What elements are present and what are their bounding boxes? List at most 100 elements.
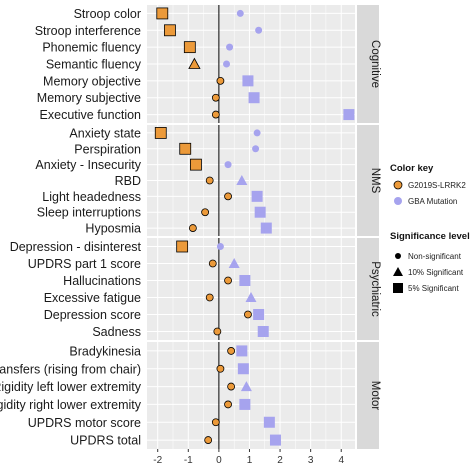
marker-gba-square	[237, 363, 249, 375]
marker-gba-square	[242, 75, 254, 87]
panels-layer: Cognitive Stroop color Stroop interference…	[0, 5, 381, 449]
row-label: UPDRS part 1 score	[28, 257, 141, 271]
marker-gba-triangle	[236, 175, 248, 185]
marker-gba-square	[251, 190, 263, 202]
marker-gba-square	[236, 345, 248, 357]
marker-g2019s-circle	[211, 93, 220, 102]
x-tick-label: 4	[338, 455, 344, 466]
row-label: Anxiety - Insecurity	[35, 158, 141, 172]
row-label: Hyposmia	[85, 222, 141, 236]
marker-gba-circle	[226, 43, 234, 51]
marker-gba-square	[343, 109, 355, 121]
marker-g2019s-circle	[208, 259, 217, 268]
marker-gba-triangle	[228, 258, 240, 268]
marker-g2019s-square	[183, 41, 196, 54]
legend-significance-label: Non-significant	[408, 252, 462, 261]
marker-gba-square	[248, 92, 260, 104]
marker-g2019s-circle	[227, 382, 236, 391]
legend-triangle-icon	[393, 267, 403, 276]
strip-background	[357, 238, 379, 340]
x-tick-label: -1	[184, 455, 193, 466]
legend-significance-label: 10% Significant	[408, 268, 464, 277]
row-label: Depression score	[44, 308, 141, 322]
marker-gba-square	[263, 416, 275, 428]
marker-g2019s-circle	[224, 192, 232, 201]
marker-g2019s-square	[190, 158, 202, 171]
panel-psychiatric: Psychiatric Depression - disinterest UPDRS…	[10, 238, 381, 340]
marker-gba-circle	[253, 129, 261, 137]
legend-swatch-gba	[394, 197, 402, 205]
row-label: Sleep interruptions	[37, 206, 141, 220]
row-label: Anxiety state	[69, 126, 141, 140]
legend-color-label: GBA Mutation	[408, 197, 457, 206]
row-label: Semantic fluency	[46, 58, 142, 72]
marker-gba-circle	[252, 145, 260, 153]
x-tick-label: -2	[153, 455, 162, 466]
marker-g2019s-circle	[227, 347, 236, 355]
marker-gba-triangle	[245, 292, 257, 302]
panel-nms: NMS Anxiety state Perspiration Anxiety - In…	[35, 125, 381, 236]
row-label: UPDRS total	[70, 434, 141, 448]
row-label: UPDRS motor score	[28, 416, 141, 430]
marker-g2019s-circle	[216, 76, 225, 85]
marker-g2019s-triangle	[188, 57, 201, 69]
marker-g2019s-square	[154, 127, 167, 139]
row-label: Light headedness	[42, 190, 141, 204]
row-label: Rigidity right lower extremity	[0, 398, 142, 412]
row-label: Sadness	[92, 325, 141, 339]
row-label: Rigidity left lower extremity	[0, 380, 142, 394]
marker-gba-square	[257, 326, 269, 337]
marker-g2019s-circle	[188, 224, 197, 232]
row-label: Transfers (rising from chair)	[0, 362, 141, 376]
strip-background	[357, 5, 379, 123]
marker-g2019s-circle	[224, 276, 232, 285]
marker-gba-square	[239, 275, 251, 286]
row-label: Memory subjective	[37, 91, 141, 105]
marker-gba-square	[253, 309, 265, 320]
marker-gba-square	[239, 398, 251, 410]
marker-g2019s-square	[179, 142, 192, 155]
row-label: Perspiration	[74, 142, 141, 156]
row-label: Stroop color	[74, 7, 141, 21]
strip-background	[357, 342, 379, 449]
panel-motor: Motor Bradykinesia Transfers (rising from …	[0, 342, 381, 449]
marker-g2019s-circle	[205, 176, 214, 185]
marker-g2019s-circle	[211, 418, 220, 427]
marker-gba-circle	[236, 9, 244, 17]
facet-strip-label: Motor	[369, 381, 381, 411]
marker-gba-square	[254, 206, 266, 218]
facet-strip-label: NMS	[369, 168, 381, 194]
marker-g2019s-circle	[244, 310, 252, 319]
panel-background	[147, 238, 355, 340]
panel-background	[147, 342, 355, 449]
panel-cognitive: Cognitive Stroop color Stroop interference…	[35, 5, 381, 123]
legend-circle-icon	[395, 253, 401, 259]
marker-gba-square	[269, 434, 281, 446]
legend-square-icon	[393, 283, 403, 293]
marker-g2019s-circle	[216, 364, 225, 373]
legend-significance-title: Significance level	[390, 231, 470, 242]
facet-strip-label: Cognitive	[369, 40, 381, 88]
marker-g2019s-circle	[211, 110, 220, 119]
marker-gba-circle	[224, 161, 232, 169]
row-label: Depression - disinterest	[10, 240, 142, 254]
marker-g2019s-circle	[204, 436, 213, 444]
legend-significance-label: 5% Significant	[408, 284, 459, 293]
row-label: Stroop interference	[35, 24, 141, 38]
row-label: Memory objective	[43, 74, 141, 88]
marker-gba-circle	[255, 26, 263, 34]
legend-color-label: G2019S-LRRK2	[408, 181, 466, 190]
marker-g2019s-circle	[201, 208, 210, 217]
row-label: Executive function	[40, 108, 141, 122]
legend-swatch-g2019s	[393, 180, 403, 190]
marker-g2019s-square	[176, 240, 189, 253]
marker-gba-triangle	[240, 381, 252, 392]
x-tick-label: 2	[277, 455, 283, 466]
row-label: Phonemic fluency	[42, 41, 141, 55]
x-axis: -2 -1 0 1 2 3 4	[153, 449, 344, 466]
marker-gba-circle	[223, 60, 231, 68]
marker-g2019s-circle	[224, 400, 232, 409]
marker-g2019s-circle	[213, 327, 222, 336]
marker-gba-square	[260, 222, 272, 234]
